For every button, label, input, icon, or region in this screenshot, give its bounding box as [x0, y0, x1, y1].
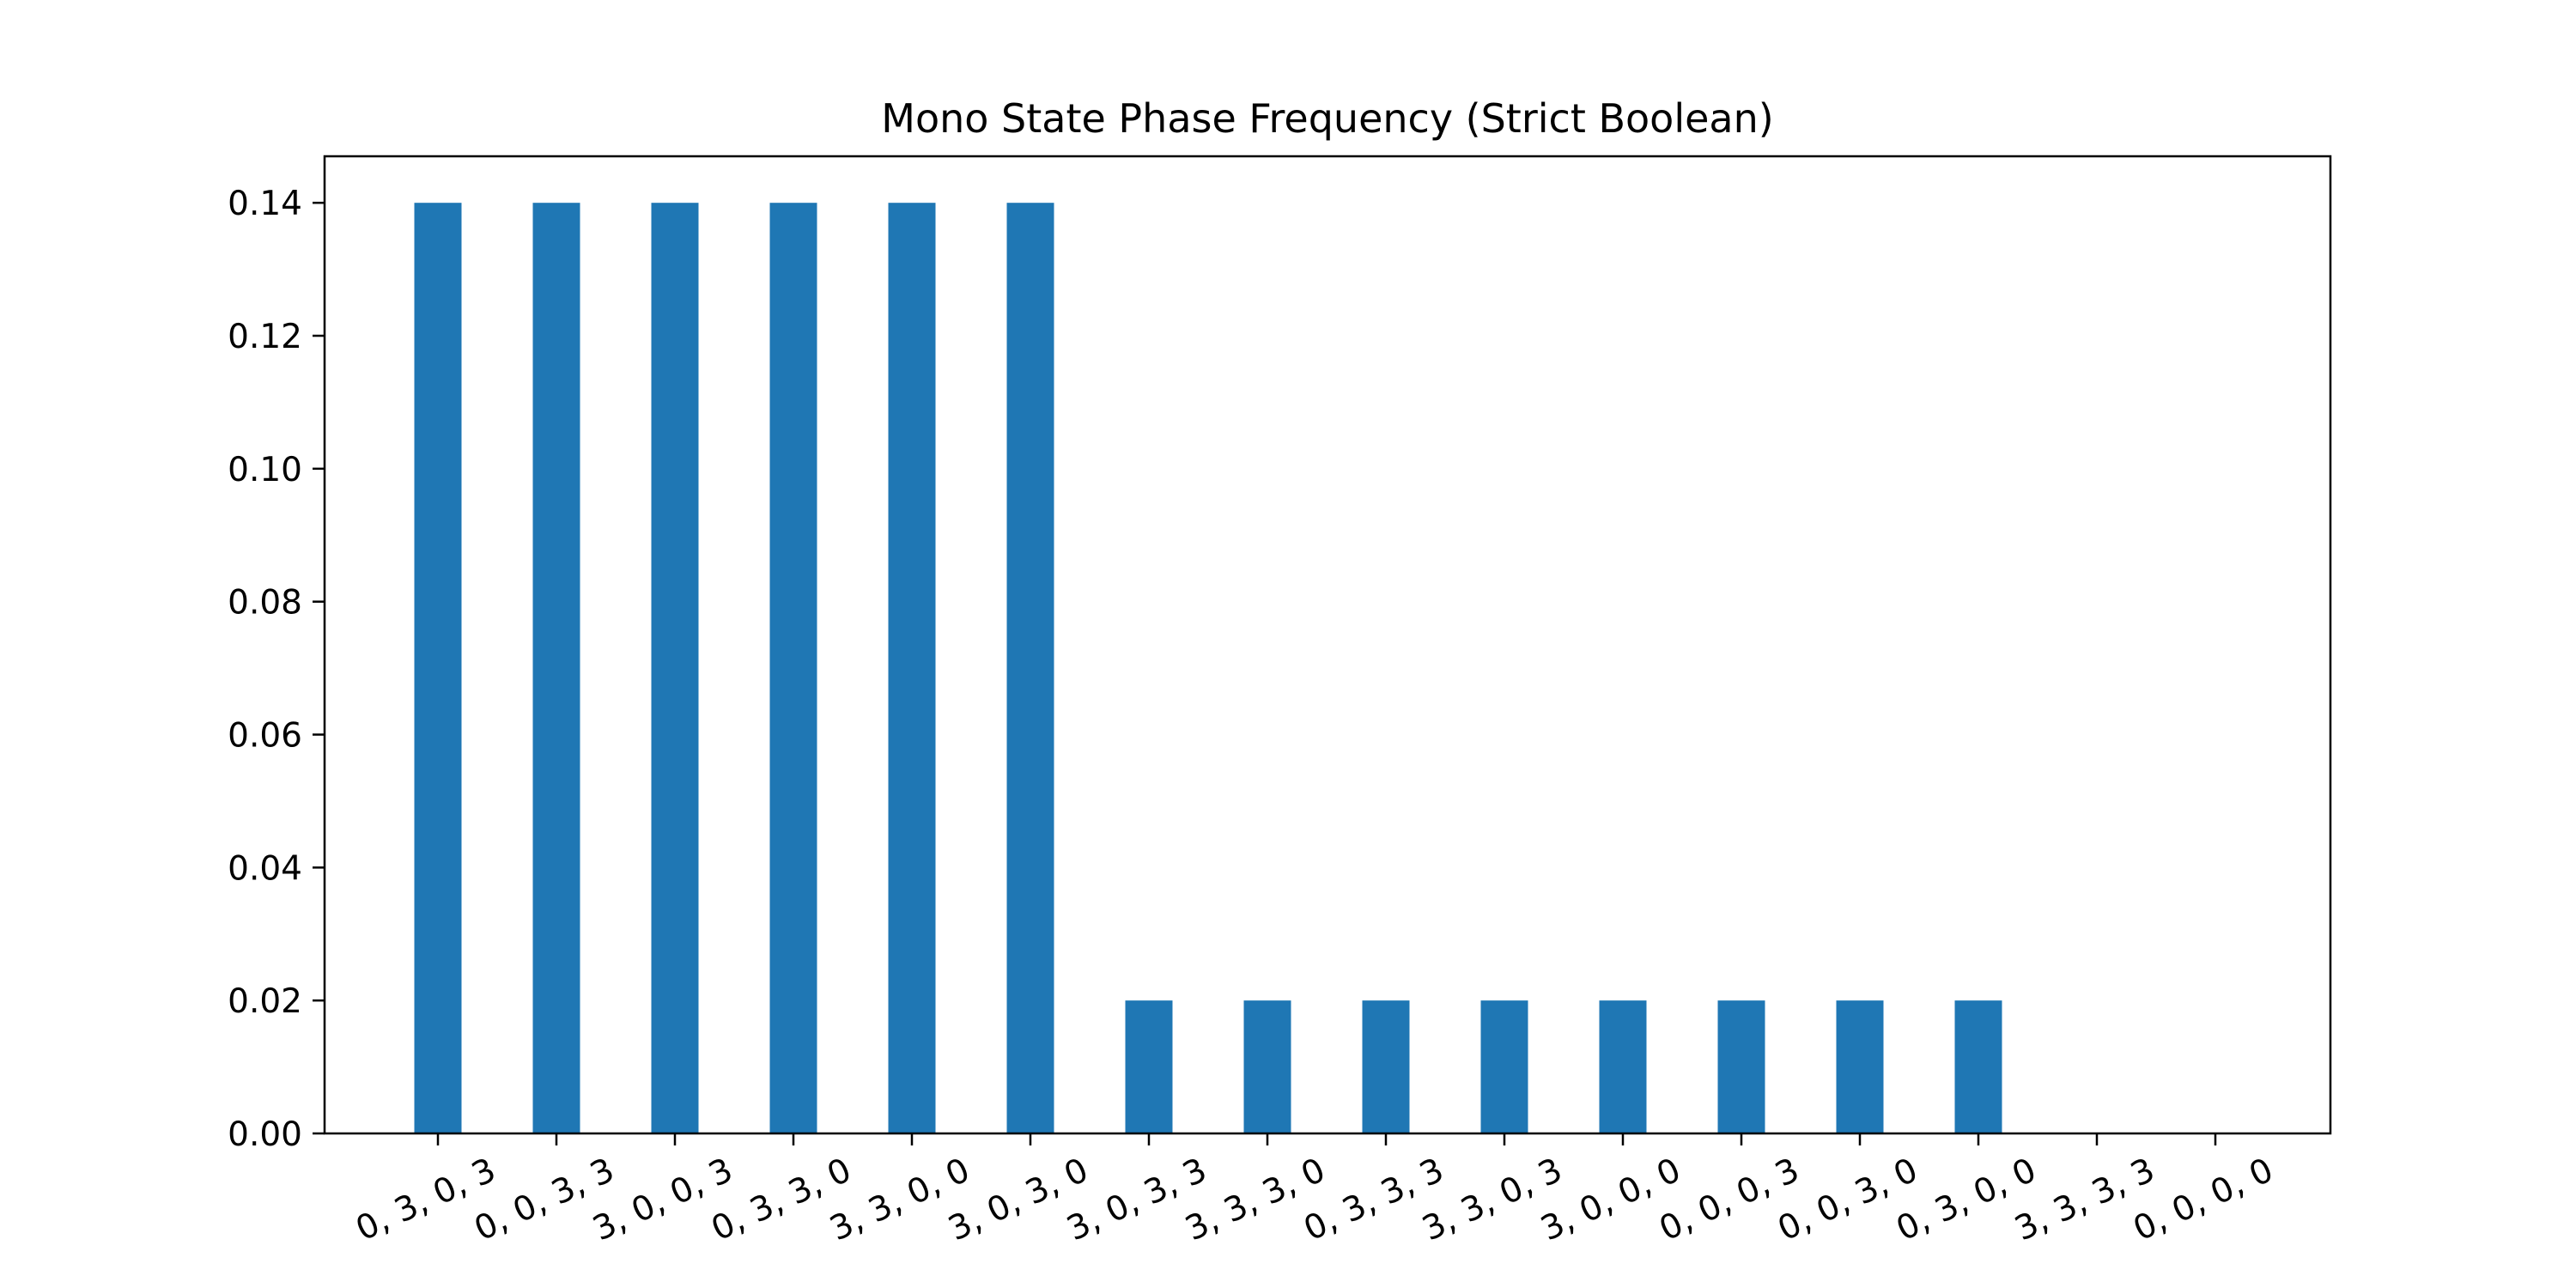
y-tick-label: 0.10 [228, 451, 302, 489]
plot-frame [323, 155, 2332, 1135]
bar [1836, 1000, 1884, 1133]
y-tick-label: 0.04 [228, 849, 302, 888]
y-tick-label: 0.06 [228, 717, 302, 756]
bar [651, 203, 699, 1134]
y-tick-label: 0.12 [228, 318, 302, 356]
bar [1599, 1000, 1647, 1133]
bar [888, 203, 936, 1134]
y-tick-label: 0.00 [228, 1115, 302, 1154]
chart-title: Mono State Phase Frequency (Strict Boole… [881, 95, 1773, 142]
y-tick-label: 0.08 [228, 584, 302, 623]
bar [1006, 203, 1054, 1134]
bar [1243, 1000, 1291, 1133]
bar [1362, 1000, 1410, 1133]
bars [414, 203, 2002, 1134]
bar [1480, 1000, 1528, 1133]
bar [414, 203, 462, 1134]
bar [532, 203, 580, 1134]
bar [1125, 1000, 1173, 1133]
bar [1717, 1000, 1765, 1133]
y-tick-label: 0.02 [228, 982, 302, 1021]
x-axis: 0, 3, 0, 30, 0, 3, 33, 0, 0, 30, 3, 3, 0… [350, 1133, 2279, 1249]
bar [1954, 1000, 2002, 1133]
y-tick-label: 0.14 [228, 185, 302, 223]
y-axis: 0.00 0.02 0.04 0.06 0.08 0.10 0.12 0.14 [228, 185, 325, 1154]
bar [769, 203, 817, 1134]
